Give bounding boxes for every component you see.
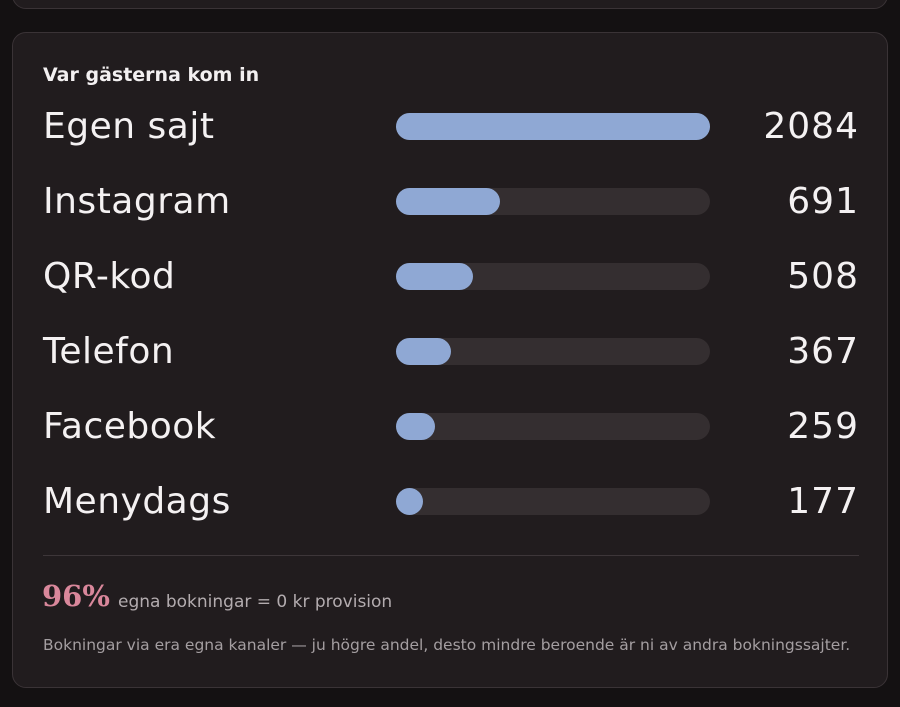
booking-sources-card: Var gästerna kom in Egen sajt 2084 Instagr… [12, 32, 888, 688]
source-count: 177 [787, 481, 859, 522]
bar-fill [396, 338, 452, 365]
bar-track [396, 413, 710, 440]
source-count: 2084 [763, 106, 859, 147]
source-row: Menydags 177 [43, 482, 859, 522]
source-label: Instagram [43, 181, 231, 222]
card-title: Var gästerna kom in [43, 64, 260, 86]
source-row: Egen sajt 2084 [43, 107, 859, 147]
source-count: 367 [787, 331, 859, 372]
source-label: Telefon [43, 331, 175, 372]
source-count: 259 [787, 406, 859, 447]
source-count: 691 [787, 181, 859, 222]
bar-fill [396, 263, 473, 290]
bar-fill [396, 113, 710, 140]
source-row: Instagram 691 [43, 182, 859, 222]
footnote: Bokningar via era egna kanaler — ju högr… [43, 636, 851, 654]
source-row: Telefon 367 [43, 332, 859, 372]
source-label: Menydags [43, 481, 231, 522]
divider [43, 555, 859, 556]
source-label: Egen sajt [43, 106, 215, 147]
bar-track [396, 113, 710, 140]
own-bookings-caption: egna bokningar = 0 kr provision [118, 592, 393, 612]
source-label: Facebook [43, 406, 217, 447]
source-count: 508 [787, 256, 859, 297]
bar-track [396, 338, 710, 365]
previous-card [12, 0, 888, 9]
source-label: QR-kod [43, 256, 176, 297]
own-bookings-percent: 96% [42, 579, 110, 613]
bar-track [396, 488, 710, 515]
bar-fill [396, 488, 423, 515]
source-row: Facebook 259 [43, 407, 859, 447]
bar-fill [396, 188, 501, 215]
bar-fill [396, 413, 436, 440]
bar-track [396, 188, 710, 215]
source-row: QR-kod 508 [43, 257, 859, 297]
bar-track [396, 263, 710, 290]
